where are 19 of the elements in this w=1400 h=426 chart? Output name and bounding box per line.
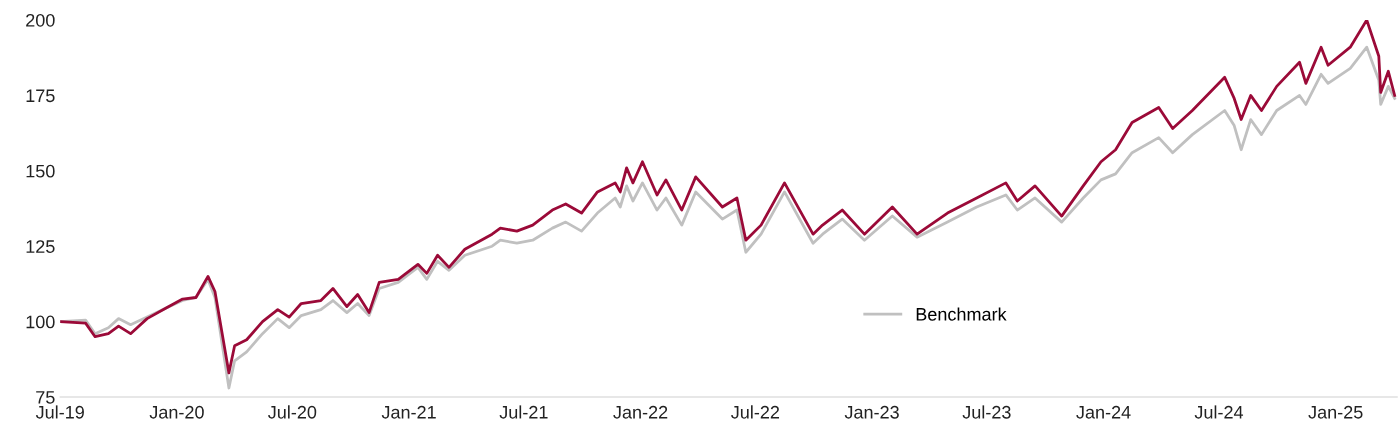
x-tick-label: Jul-19 xyxy=(35,405,84,419)
legend-label: Benchmark xyxy=(916,307,1007,321)
y-tick-label: 200 xyxy=(26,13,55,27)
y-tick-label: 125 xyxy=(26,240,55,253)
y-tick-label: 75 xyxy=(36,391,55,404)
x-tick-label: Jul-24 xyxy=(1194,405,1244,419)
x-tick-label: Jan-20 xyxy=(149,405,204,419)
x-tick-label: Jul-23 xyxy=(962,405,1011,419)
x-tick-label: Jul-20 xyxy=(268,405,317,419)
x-tick-label: Jul-22 xyxy=(731,405,780,419)
y-tick-label: 100 xyxy=(26,315,55,329)
x-tick-label: Jan-22 xyxy=(613,405,668,419)
y-tick-label: 150 xyxy=(26,164,55,178)
x-tick-label: Jan-21 xyxy=(381,405,436,419)
x-tick-label: Jan-24 xyxy=(1076,405,1131,419)
x-tick-label: Jul-21 xyxy=(499,405,548,419)
x-tick-label: Jan-25 xyxy=(1308,405,1363,419)
x-tick-label: Jan-23 xyxy=(844,405,899,419)
y-tick-label: 175 xyxy=(26,89,55,103)
